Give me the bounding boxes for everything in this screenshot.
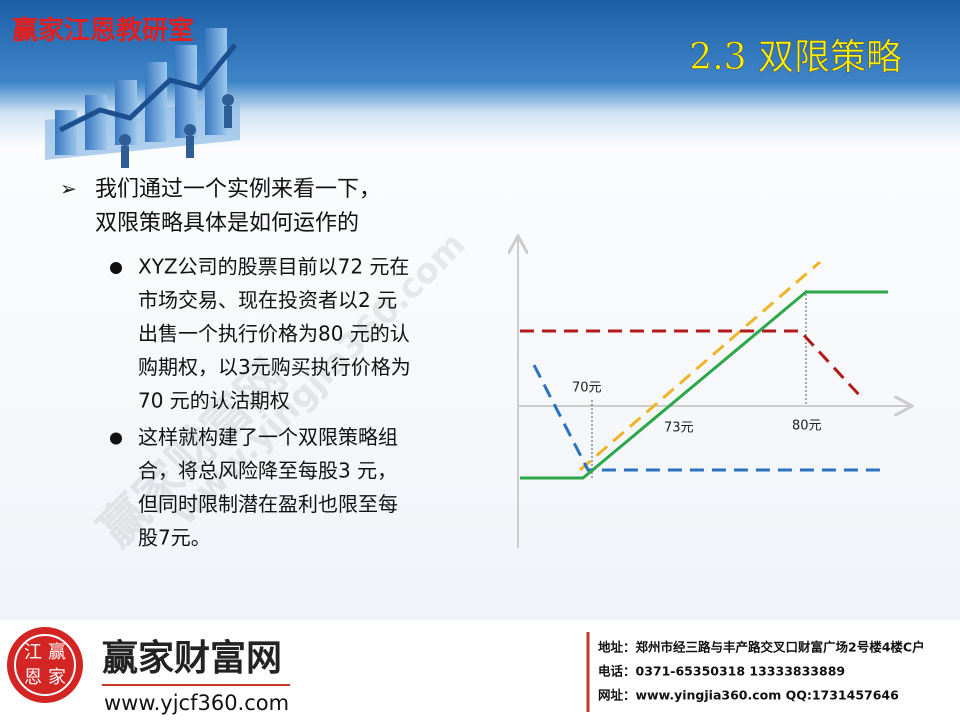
footer: [0, 620, 960, 720]
logo-char: 恩: [24, 667, 42, 688]
footer-url: www.yjcf360.com: [104, 691, 289, 715]
brand: 赢家江恩教研室: [12, 15, 194, 46]
bullet-line: 合，将总风险降至每股3 元，: [138, 459, 397, 483]
contact-line: 网址：www.yingjia360.com QQ:1731457646: [598, 688, 899, 703]
bullet-dot: [110, 432, 122, 445]
header-graphic: [45, 28, 240, 168]
contact-line: 电话：0371-65350318 13333833889: [598, 664, 845, 679]
main-bullet: 我们通过一个实例来看一下， 双限策略具体是如何运作的: [95, 177, 381, 236]
collar-line: [520, 290, 888, 480]
diagram-label: 73元: [664, 421, 694, 436]
diagram-label: 80元: [792, 419, 822, 434]
put-line: [532, 364, 880, 472]
contact-line: 地址：郑州市经三路与丰产路交叉口财富广场2号楼4楼C户: [598, 640, 925, 655]
slide-title: 2.3 双限策略: [689, 37, 902, 78]
logo-char: 家: [48, 667, 66, 688]
logo-char: 赢: [48, 641, 66, 663]
bullet-line: 市场交易、现在投资者以2 元: [138, 288, 397, 312]
bullet-line: 这样就构建了一个双限策略组: [138, 425, 398, 449]
bullet-dot: [110, 262, 122, 274]
stock-line: [579, 260, 821, 472]
bullet-line: 股7元。: [138, 526, 211, 550]
footer-logo: 江 赢 恩 家: [7, 627, 83, 703]
arrow-bullet: ➢: [60, 177, 77, 201]
bullet-line: 70 元的认沽期权: [138, 389, 290, 413]
bullet-line: 但同时限制潜在盈利也限至每: [138, 492, 398, 516]
bullet-line: 购期权，以3元购买执行价格为: [138, 355, 411, 379]
footer-brand: 赢家财富网: [102, 637, 282, 679]
bullet-line: 我们通过一个实例来看一下，: [95, 177, 381, 202]
bullet-line: 出售一个执行价格为80 元的认: [138, 322, 410, 346]
diagram-label: 70元: [572, 381, 602, 396]
logo-char: 江: [24, 642, 42, 663]
call-line: [520, 329, 864, 400]
payoff-diagram: 70元 73元 80元: [518, 238, 910, 548]
bullet-line: XYZ公司的股票目前以72 元在: [138, 255, 409, 279]
bullet-line: 双限策略具体是如何运作的: [95, 211, 359, 236]
